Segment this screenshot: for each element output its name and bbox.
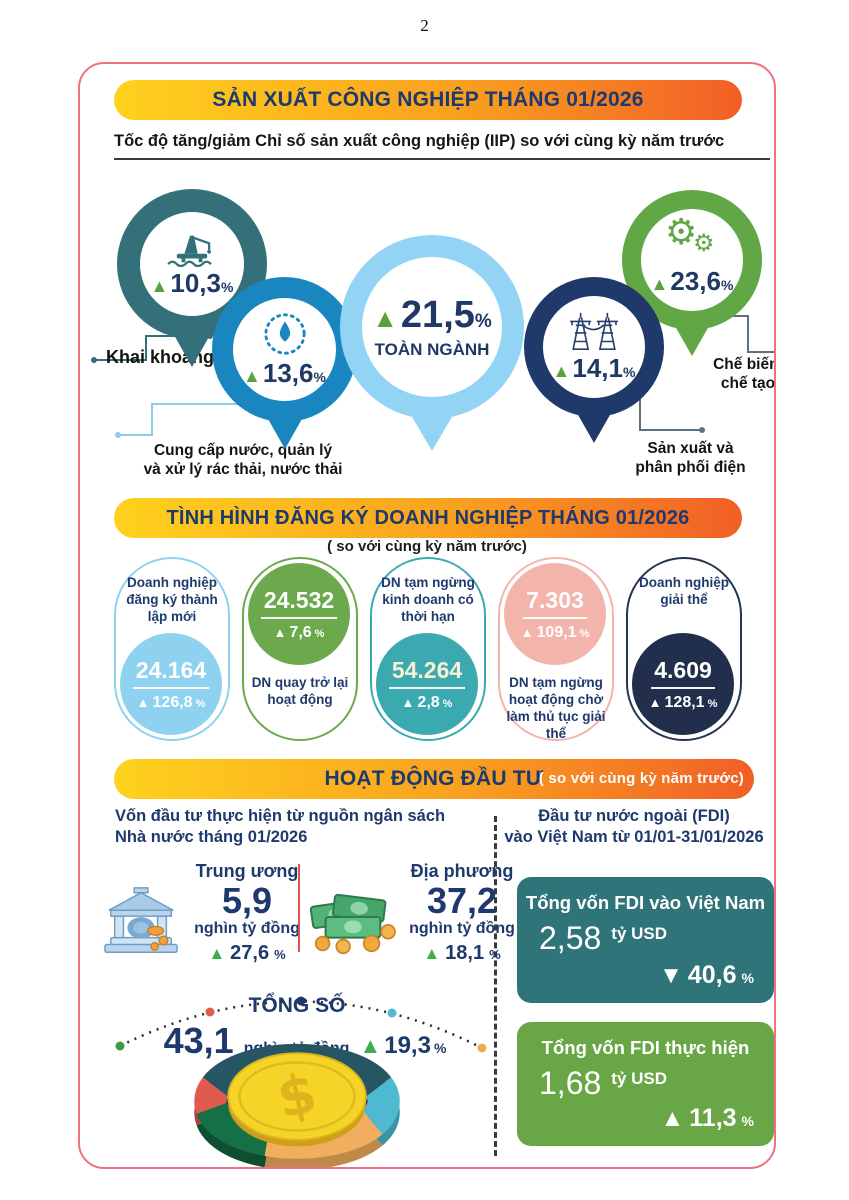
fdi-title: Đầu tư nước ngoài (FDI) vào Việt Nam từ … [504,807,764,847]
fdi-implemented-change: ▲ 11,3% [660,1104,755,1132]
pin-tail [165,319,219,367]
vertical-dashed-divider [494,816,497,1156]
down-triangle-icon: ▼ [659,962,683,989]
industry-banner: SẢN XUẤT CÔNG NGHIỆP THÁNG 01/2026 [114,80,742,120]
investment-banner-title: HOẠT ĐỘNG ĐẦU TƯ [324,767,544,790]
card-suspended-enterprises: DN tạm ngừng kinh doanh có thời hạn 54.2… [370,557,486,741]
pin-water: ▲ 13,6% [212,277,357,449]
fdi-registered-box: Tổng vốn FDI vào Việt Nam 2,58 tỷ USD ▼ 4… [517,877,774,1003]
total-industry-label: TOÀN NGÀNH [374,340,490,359]
manufacturing-label: Chế biến, chế tạo [713,356,776,392]
infographic-frame: SẢN XUẤT CÔNG NGHIỆP THÁNG 01/2026 Tốc đ… [78,62,776,1169]
fdi-registered-unit: tỷ USD [611,924,668,943]
pin-electricity: ▲ 14,1% [524,277,664,443]
up-triangle-icon: ▲ [552,361,571,381]
up-triangle-icon: ▲ [208,943,226,963]
central-change: ▲ 27,6% [208,941,286,964]
iip-subtitle: Tốc độ tăng/giảm Chỉ số sản xuất công ng… [114,132,770,160]
electricity-label: Sản xuất và phân phối điện [635,440,746,476]
investment-banner-note: ( so với cùng kỳ năm trước) [538,770,744,787]
water-label: Cung cấp nước, quản lý và xử lý rác thải… [143,442,343,478]
central-unit: nghìn tỷ đồng [194,919,300,937]
up-triangle-icon: ▲ [372,303,398,333]
up-triangle-icon: ▲ [136,694,150,710]
up-triangle-icon: ▲ [520,624,534,640]
fdi-implemented-box: Tổng vốn FDI thực hiện 1,68 tỷ USD ▲ 11,3… [517,1022,774,1146]
gears-icon: ⚙ ⚙ [665,212,715,257]
pin-mining: ▲ 10,3% [117,189,267,367]
page-number: 2 [420,16,429,35]
pin-manufacturing: ⚙ ⚙ ▲ 23,6% [622,190,762,356]
mining-value: ▲ 10,3% [150,268,234,298]
central-budget-block: Trung ương 5,9 nghìn tỷ đồng ▲ 27,6% [183,861,311,965]
fdi-registered-change: ▼ 40,6% [659,961,754,989]
fdi-implemented-value: 1,68 [539,1065,602,1101]
electricity-value: ▲ 14,1% [552,353,636,383]
central-label: Trung ương [195,861,299,881]
up-triangle-icon: ▲ [243,365,261,386]
power-pylon-icon [570,312,618,351]
local-label: Địa phương [410,861,514,881]
up-triangle-icon: ▲ [359,1033,382,1058]
investment-banner: HOẠT ĐỘNG ĐẦU TƯ ( so với cùng kỳ năm tr… [114,759,754,799]
total-budget-change: ▲ 19,3% [359,1032,447,1059]
central-value: 5,9 [221,880,273,921]
local-value: 37,2 [426,880,498,921]
bank-building-icon [104,887,178,953]
up-triangle-icon: ▲ [273,624,287,640]
pin-total-industry: ▲ 21,5% TOÀN NGÀNH [340,235,524,451]
business-banner-title: TÌNH HÌNH ĐĂNG KÝ DOANH NGHIỆP THÁNG 01/… [166,506,690,529]
local-change: ▲ 18,1% [423,941,501,964]
state-budget-title: Vốn đầu tư thực hiện từ nguồn ngân sách … [115,807,446,847]
local-unit: nghìn tỷ đồng [409,919,515,937]
card-new-enterprises: Doanh nghiệp đăng ký thành lập mới 24.16… [114,557,230,741]
fdi-implemented-title: Tổng vốn FDI thực hiện [541,1037,750,1058]
business-banner: TÌNH HÌNH ĐĂNG KÝ DOANH NGHIỆP THÁNG 01/… [114,498,742,538]
business-note: ( so với cùng kỳ năm trước) [327,538,527,555]
card-awaiting-dissolution: DN tạm ngừng hoạt động chờ làm thủ tục g… [498,557,614,741]
donut-chart: $ [194,1043,400,1167]
fdi-registered-value: 2,58 [539,920,602,956]
up-triangle-icon: ▲ [660,1105,685,1132]
total-budget-label: TỔNG SỐ [248,994,346,1017]
budget-divider [298,864,300,952]
card-returning-enterprises: DN quay trở lại hoạt động 24.532 ▲ 7,6% [242,557,358,741]
water-value: ▲ 13,6% [243,357,326,388]
industry-banner-title: SẢN XUẤT CÔNG NGHIỆP THÁNG 01/2026 [212,88,644,111]
up-triangle-icon: ▲ [648,694,662,710]
fdi-implemented-unit: tỷ USD [611,1069,668,1088]
manufacturing-value: ▲ 23,6% [650,266,734,296]
money-stack-icon [309,893,396,955]
up-triangle-icon: ▲ [650,274,669,294]
local-budget-block: Địa phương 37,2 nghìn tỷ đồng ▲ 18,1% [396,861,528,965]
up-triangle-icon: ▲ [401,694,415,710]
up-triangle-icon: ▲ [423,943,441,963]
fdi-registered-title: Tổng vốn FDI vào Việt Nam [525,892,766,913]
total-budget-value: 43,1 [163,1020,234,1061]
business-cards: Doanh nghiệp đăng ký thành lập mới 24.16… [114,557,742,741]
water-drop-icon [263,312,306,355]
total-industry-value: ▲ 21,5% [372,294,492,336]
oil-rig-icon [167,235,212,267]
dotted-arc [115,996,487,1053]
card-dissolved-enterprises: Doanh nghiệp giải thể 4.609 ▲ 128,1% [626,557,742,741]
up-triangle-icon: ▲ [150,276,169,296]
